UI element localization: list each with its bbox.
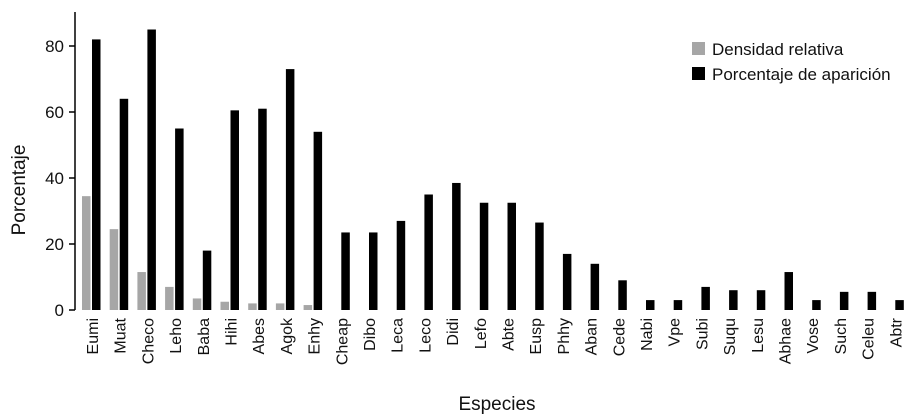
bar-density-agok — [275, 303, 285, 310]
bar-occurrence-lesu — [756, 290, 766, 310]
x-tick-label-nabi: Nabi — [639, 318, 656, 351]
bar-occurrence-didi — [452, 182, 461, 310]
y-tick-label: 60 — [45, 103, 64, 122]
bar-occurrence-vose — [812, 300, 821, 310]
bar-occurrence-leca — [396, 220, 406, 310]
x-axis-ticks: Eumi Muat Checo Leho Baba Hihi Abes Agok Enhy Che… — [85, 317, 905, 365]
y-tick-label: 0 — [55, 301, 64, 320]
x-tick-label-cheap: Cheap — [334, 318, 351, 365]
bar-occurrence-vpe — [673, 300, 683, 310]
x-tick-label-phhy: Phhy — [556, 318, 573, 354]
bar-occurrence-enhy — [313, 131, 323, 310]
bar-occurrence-suqu — [729, 290, 738, 310]
bar-density-leho — [165, 286, 174, 310]
bar-density-abes — [248, 303, 257, 310]
bar-occurrence-cheap — [341, 232, 350, 310]
bar-density-baba — [192, 298, 202, 310]
bars-layer — [82, 29, 904, 311]
bar-occurrence-phhy — [562, 253, 572, 310]
bar-occurrence-aban — [590, 263, 600, 310]
bar-occurrence-abte — [507, 202, 516, 310]
x-tick-label-enhy: Enhy — [307, 318, 324, 354]
x-tick-label-dibo: Dibo — [362, 318, 379, 351]
x-tick-label-abte: Abte — [501, 318, 518, 351]
legend-label-density: Densidad relativa — [712, 40, 844, 59]
bar-density-checo — [137, 272, 146, 310]
bar-occurrence-agok — [285, 69, 295, 310]
x-tick-label-leco: Leco — [417, 318, 434, 353]
x-tick-label-vpe: Vpe — [667, 318, 684, 347]
bar-occurrence-abhae — [784, 272, 793, 310]
y-tick-label: 20 — [45, 235, 64, 254]
x-tick-label-eumi: Eumi — [85, 318, 102, 354]
x-tick-label-abtr: Abtr — [888, 317, 905, 347]
x-tick-label-abes: Abes — [251, 318, 268, 354]
bar-occurrence-eusp — [535, 222, 544, 310]
x-tick-label-cede: Cede — [611, 318, 628, 356]
bar-occurrence-checo — [147, 29, 156, 310]
x-tick-label-aban: Aban — [584, 318, 601, 355]
bar-density-muat — [109, 229, 119, 310]
x-tick-label-baba: Baba — [196, 318, 213, 355]
x-tick-label-celeu: Celeu — [861, 318, 878, 360]
bar-occurrence-abes — [258, 108, 267, 310]
bar-occurrence-dibo — [369, 232, 378, 310]
bar-occurrence-muat — [119, 98, 129, 310]
bar-occurrence-subi — [701, 286, 710, 310]
legend-swatch-occurrence — [692, 67, 705, 80]
bar-density-hihi — [220, 301, 229, 310]
x-tick-label-abhae: Abhae — [778, 318, 795, 364]
bar-occurrence-such — [839, 291, 849, 310]
y-axis-title: Porcentaje — [9, 145, 30, 236]
bar-density-enhy — [303, 305, 313, 310]
x-tick-label-muat: Muat — [113, 317, 130, 353]
legend: Densidad relativa Porcentaje de aparició… — [692, 40, 891, 84]
bar-occurrence-cede — [618, 280, 627, 310]
x-tick-label-agok: Agok — [279, 317, 296, 354]
y-tick-label: 80 — [45, 37, 64, 56]
x-tick-label-hihi: Hihi — [224, 318, 241, 346]
bar-density-eumi — [82, 196, 91, 310]
x-tick-label-leca: Leca — [390, 318, 407, 353]
x-tick-label-vose: Vose — [805, 318, 822, 354]
x-tick-label-such: Such — [833, 318, 850, 354]
bar-occurrence-celeu — [867, 291, 877, 310]
x-tick-label-didi: Didi — [445, 318, 462, 346]
bar-occurrence-lefo — [479, 202, 489, 310]
legend-swatch-density — [692, 42, 705, 55]
bar-occurrence-leco — [424, 194, 433, 310]
y-axis-ticks: 0 20 40 60 80 — [45, 37, 75, 320]
legend-label-occurrence: Porcentaje de aparición — [712, 65, 891, 84]
bar-occurrence-hihi — [230, 110, 239, 310]
bar-occurrence-leho — [175, 128, 184, 310]
x-tick-label-lefo: Lefo — [473, 318, 490, 349]
bar-occurrence-baba — [202, 250, 212, 310]
x-axis-title: Especies — [458, 394, 535, 415]
bar-occurrence-abtr — [895, 300, 904, 310]
bar-occurrence-nabi — [646, 300, 655, 310]
x-tick-label-subi: Subi — [694, 318, 711, 350]
bar-occurrence-eumi — [92, 39, 101, 311]
x-tick-label-leho: Leho — [168, 318, 185, 354]
y-tick-label: 40 — [45, 169, 64, 188]
x-tick-label-eusp: Eusp — [528, 318, 545, 355]
x-tick-label-checo: Checo — [140, 318, 157, 364]
x-tick-label-lesu: Lesu — [750, 318, 767, 353]
x-tick-label-suqu: Suqu — [722, 318, 739, 355]
